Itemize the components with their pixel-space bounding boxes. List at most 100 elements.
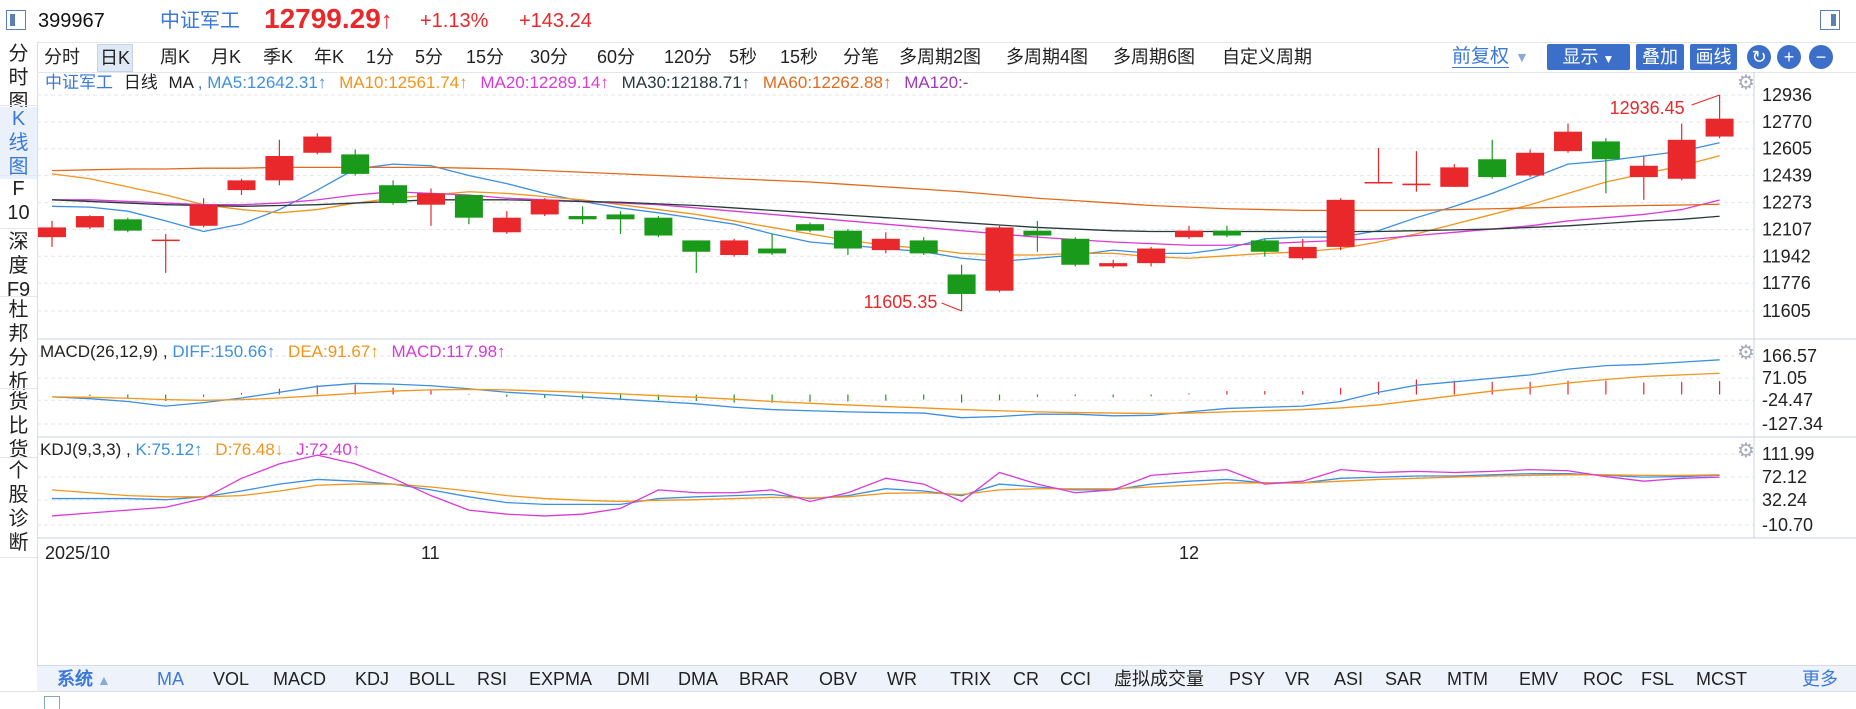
period-10[interactable]: 60分 bbox=[597, 47, 636, 67]
period-8[interactable]: 15分 bbox=[466, 47, 505, 67]
main-settings-gear-icon[interactable]: ⚙ bbox=[1737, 72, 1755, 94]
quote-header: 399967 中证军工 12799.29↑ +1.13% +143.24 bbox=[0, 0, 1856, 43]
indicator-2[interactable]: MACD bbox=[273, 669, 326, 689]
period-6[interactable]: 1分 bbox=[366, 47, 395, 67]
panel-toggle-icon[interactable] bbox=[1820, 10, 1840, 30]
footer-checkbox[interactable] bbox=[44, 696, 60, 709]
sidebar-divider bbox=[0, 228, 37, 229]
indicator-24[interactable]: MCST bbox=[1696, 669, 1747, 689]
stock-code: 399967 bbox=[38, 10, 105, 32]
draw-line-button[interactable]: 画线 bbox=[1690, 44, 1737, 70]
candle-body bbox=[530, 199, 559, 215]
indicator-19[interactable]: SAR bbox=[1385, 669, 1423, 689]
indicator-4[interactable]: BOLL bbox=[409, 669, 456, 689]
indicator-20[interactable]: MTM bbox=[1447, 669, 1488, 689]
sidebar-item-char: 杜 bbox=[8, 299, 29, 321]
sidebar-item-char: 分 bbox=[8, 43, 29, 65]
indicator-10[interactable]: OBV bbox=[819, 669, 858, 689]
low-annotation-leader bbox=[941, 302, 962, 312]
period-1[interactable]: 日K bbox=[97, 44, 134, 72]
display-button[interactable]: 显示 ▼ bbox=[1547, 44, 1630, 70]
indicator-8[interactable]: DMA bbox=[678, 669, 718, 689]
period-11[interactable]: 120分 bbox=[664, 47, 713, 67]
price-tick-label: 12273 bbox=[1762, 193, 1812, 213]
kdj-d-line bbox=[51, 474, 1720, 503]
sidebar-item-2[interactable]: F 10 bbox=[0, 177, 37, 225]
sidebar-divider bbox=[0, 557, 37, 558]
refresh-icon[interactable]: ↻ bbox=[1747, 45, 1771, 69]
sidebar-item-char: 断 bbox=[8, 532, 29, 554]
price-tick-label: 12439 bbox=[1762, 166, 1812, 186]
period-2[interactable]: 周K bbox=[160, 47, 191, 67]
indicator-17[interactable]: VR bbox=[1285, 669, 1311, 689]
sidebar-item-char: 线 bbox=[8, 132, 29, 154]
indicator-12[interactable]: TRIX bbox=[950, 669, 992, 689]
sidebar-item-5[interactable]: 货比货 bbox=[0, 390, 37, 462]
indicator-3[interactable]: KDJ bbox=[355, 669, 390, 689]
candle-body bbox=[341, 154, 370, 174]
candle-body bbox=[1705, 118, 1734, 137]
price-tick-label: 11942 bbox=[1762, 246, 1811, 266]
period-3[interactable]: 月K bbox=[211, 47, 242, 67]
period-16[interactable]: 多周期4图 bbox=[1006, 47, 1089, 67]
indicator-0[interactable]: MA bbox=[157, 669, 184, 689]
sidebar-item-char: 度 bbox=[8, 255, 29, 277]
period-4[interactable]: 季K bbox=[263, 47, 294, 67]
overlay-button[interactable]: 叠加 bbox=[1636, 44, 1684, 70]
zoom-in-icon[interactable]: + bbox=[1777, 45, 1801, 69]
candle-body bbox=[492, 217, 521, 233]
change-percent: +1.13% bbox=[420, 10, 489, 32]
sidebar-item-char: 诊 bbox=[8, 508, 29, 530]
sidebar-divider bbox=[0, 296, 37, 297]
indicator-6[interactable]: EXPMA bbox=[529, 669, 593, 689]
period-12[interactable]: 5秒 bbox=[729, 47, 758, 67]
macd-settings-gear-icon[interactable]: ⚙ bbox=[1737, 342, 1755, 364]
more-indicators-link[interactable]: 更多 bbox=[1802, 669, 1838, 689]
candle-body bbox=[1326, 199, 1355, 247]
indicator-9[interactable]: BRAR bbox=[739, 669, 790, 689]
candle-body bbox=[1629, 165, 1658, 178]
sidebar-item-4[interactable]: 杜邦分析 bbox=[0, 298, 37, 394]
indicator-21[interactable]: EMV bbox=[1519, 669, 1559, 689]
indicator-1[interactable]: VOL bbox=[213, 669, 250, 689]
candle-body bbox=[1212, 230, 1241, 236]
period-15[interactable]: 多周期2图 bbox=[899, 47, 982, 67]
kline-chart[interactable]: 12936 12770 12605 12439 12273 12107 11942 11776… bbox=[37, 72, 1856, 640]
sidebar-item-0[interactable]: 分时图 bbox=[0, 42, 37, 114]
indicator-13[interactable]: CR bbox=[1013, 669, 1039, 689]
indicator-22[interactable]: ROC bbox=[1583, 669, 1623, 689]
indicator-15[interactable]: 虚拟成交量 bbox=[1114, 669, 1204, 689]
candle-body bbox=[1554, 131, 1582, 152]
zoom-out-icon[interactable]: − bbox=[1809, 45, 1833, 69]
sidebar-item-6[interactable]: 个股诊断 bbox=[0, 459, 37, 555]
period-17[interactable]: 多周期6图 bbox=[1113, 47, 1196, 67]
indicator-11[interactable]: WR bbox=[887, 669, 917, 689]
period-0[interactable]: 分时 bbox=[44, 47, 80, 67]
sidebar-item-char: 分 bbox=[8, 347, 29, 369]
x-axis-label: 11 bbox=[421, 543, 440, 563]
indicator-14[interactable]: CCI bbox=[1060, 669, 1091, 689]
sidebar-item-char: 深 bbox=[8, 231, 29, 253]
kdj-settings-gear-icon[interactable]: ⚙ bbox=[1737, 440, 1755, 462]
sidebar-toggle-icon[interactable] bbox=[6, 10, 26, 30]
period-13[interactable]: 15秒 bbox=[780, 47, 819, 67]
period-14[interactable]: 分笔 bbox=[843, 47, 879, 67]
indicator-18[interactable]: ASI bbox=[1334, 669, 1364, 689]
indicator-7[interactable]: DMI bbox=[617, 669, 650, 689]
period-9[interactable]: 30分 bbox=[530, 47, 569, 67]
candle-body bbox=[1478, 159, 1507, 178]
period-7[interactable]: 5分 bbox=[415, 47, 444, 67]
indicator-5[interactable]: RSI bbox=[477, 669, 508, 689]
kdj-legend: KDJ(9,3,3) , K:75.12↑ D:76.48↓ J:72.40↑ bbox=[40, 440, 361, 459]
indicator-16[interactable]: PSY bbox=[1229, 669, 1266, 689]
period-18[interactable]: 自定义周期 bbox=[1222, 47, 1312, 67]
indicator-bar: 系统 ▲ MA VOL MACD KDJ BOLL RSI EXPMA DMI DMA BRAR OB… bbox=[37, 665, 1856, 692]
kdj-tick-label: 72.12 bbox=[1762, 467, 1807, 487]
sidebar-item-3[interactable]: 深度 F9 bbox=[0, 230, 37, 302]
fuquan-select[interactable]: 前复权 ▼ bbox=[1452, 46, 1529, 68]
candle-body bbox=[1061, 238, 1090, 265]
indicator-23[interactable]: FSL bbox=[1641, 669, 1675, 689]
period-5[interactable]: 年K bbox=[314, 47, 345, 67]
system-menu[interactable]: 系统 ▲ bbox=[57, 669, 111, 689]
